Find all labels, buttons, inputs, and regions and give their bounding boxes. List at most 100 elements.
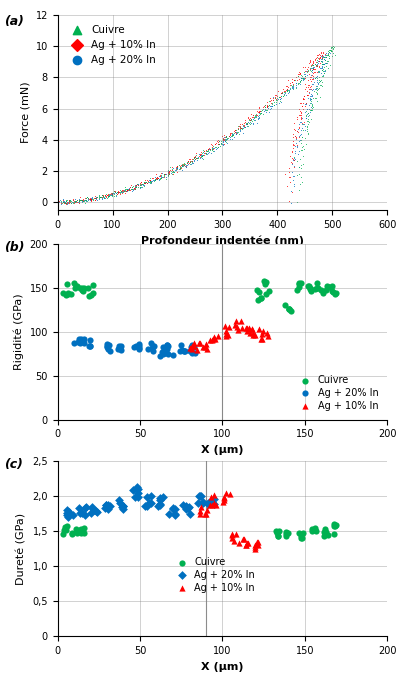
Point	[304, 65, 311, 76]
Point	[307, 89, 314, 100]
Point	[297, 111, 304, 122]
Point	[304, 110, 311, 121]
Point	[143, 177, 149, 188]
Point	[66, 197, 73, 208]
Ag + 20% In	[189, 347, 195, 358]
Point	[187, 153, 193, 164]
Point	[309, 83, 316, 94]
Cuivre	[284, 527, 291, 538]
Point	[317, 51, 323, 62]
Point	[247, 113, 253, 124]
Point	[114, 186, 120, 197]
Ag + 20% In	[134, 492, 141, 503]
Point	[107, 189, 113, 200]
Point	[305, 119, 311, 130]
Point	[173, 166, 180, 178]
Point	[54, 197, 61, 208]
Point	[322, 61, 329, 72]
Point	[170, 166, 176, 177]
Ag + 20% In	[130, 484, 136, 495]
Point	[161, 169, 168, 180]
Point	[224, 133, 230, 144]
Point	[307, 95, 314, 106]
Point	[288, 80, 295, 91]
Cuivre	[282, 528, 289, 539]
Ag + 20% In	[149, 345, 156, 356]
Point	[267, 102, 274, 113]
Cuivre	[329, 280, 336, 291]
Point	[189, 158, 195, 169]
Cuivre	[61, 524, 67, 535]
Point	[307, 56, 313, 67]
Ag + 10% In	[251, 541, 258, 552]
Point	[216, 136, 222, 147]
Point	[122, 186, 129, 197]
Point	[91, 192, 98, 203]
Ag + 20% In	[104, 341, 110, 352]
Ag + 20% In	[180, 345, 187, 356]
Point	[323, 52, 329, 63]
Point	[173, 160, 180, 171]
Point	[220, 135, 227, 146]
Point	[133, 180, 139, 191]
Point	[199, 150, 205, 161]
Point	[267, 94, 274, 105]
Point	[304, 79, 311, 90]
Point	[157, 171, 164, 182]
Ag + 20% In	[195, 497, 201, 508]
Point	[319, 58, 325, 69]
Point	[92, 193, 98, 204]
Point	[295, 78, 301, 89]
Cuivre	[330, 519, 337, 530]
Point	[308, 61, 315, 72]
Point	[253, 109, 260, 120]
Point	[119, 185, 126, 196]
Point	[265, 103, 272, 114]
Point	[285, 87, 291, 98]
Point	[305, 93, 311, 104]
Point	[325, 49, 331, 60]
Point	[322, 50, 329, 61]
Point	[303, 113, 309, 124]
Point	[143, 176, 149, 187]
Point	[289, 139, 296, 150]
Point	[109, 188, 115, 199]
Point	[284, 181, 291, 192]
Point	[304, 103, 311, 114]
Ag + 20% In	[150, 341, 157, 352]
Point	[55, 197, 62, 208]
Point	[243, 118, 250, 129]
Point	[242, 118, 249, 129]
Point	[238, 123, 245, 134]
Ag + 10% In	[244, 537, 250, 548]
Point	[88, 195, 94, 206]
Point	[107, 189, 113, 200]
Point	[284, 85, 290, 96]
Point	[314, 58, 320, 69]
Point	[260, 108, 266, 119]
Point	[323, 58, 329, 69]
Point	[314, 83, 321, 94]
Point	[237, 125, 243, 136]
Point	[278, 87, 284, 98]
Ag + 10% In	[250, 327, 257, 338]
Point	[138, 177, 144, 188]
Point	[225, 132, 231, 143]
Cuivre	[78, 284, 85, 295]
Point	[189, 155, 196, 166]
Point	[187, 159, 194, 170]
Point	[281, 86, 288, 97]
Point	[302, 70, 308, 81]
Point	[314, 80, 320, 92]
Point	[321, 50, 328, 61]
Point	[260, 102, 267, 113]
Point	[192, 150, 199, 161]
Point	[166, 169, 173, 180]
Y-axis label: Force (mN): Force (mN)	[20, 82, 30, 143]
Point	[243, 118, 250, 129]
Point	[306, 97, 313, 108]
Point	[301, 66, 307, 77]
Point	[200, 153, 206, 164]
Point	[292, 148, 298, 159]
Point	[293, 82, 300, 93]
